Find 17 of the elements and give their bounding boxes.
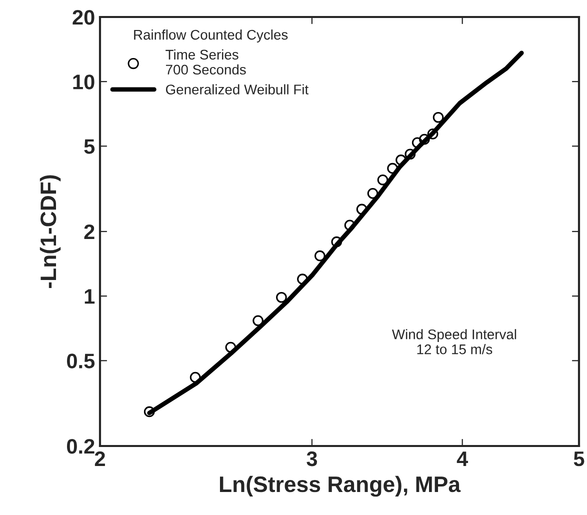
y-axis-title: -Ln(1-CDF) <box>40 175 61 288</box>
x-tick-label: 3 <box>306 451 317 466</box>
y-tick-label: 20 <box>72 10 94 25</box>
x-tick-label: 5 <box>574 452 584 466</box>
annotation: Wind Speed Interval 12 to 15 m/s <box>392 329 516 354</box>
y-tick-label: 0.2 <box>67 439 94 454</box>
legend-label: Time Series 700 Seconds <box>166 49 246 75</box>
legend-label: Generalized Weibull Fit <box>166 84 309 94</box>
y-tick-label: 2 <box>84 224 94 240</box>
y-tick-label: 10 <box>73 74 94 90</box>
y-tick-label: 1 <box>84 289 95 304</box>
y-tick-label: 5 <box>84 139 95 154</box>
legend-title: Rainflow Counted Cycles <box>134 30 288 42</box>
y-tick-label: 0.5 <box>67 354 95 368</box>
x-tick-label: 2 <box>94 451 105 466</box>
x-axis-title: Ln(Stress Range), MPa <box>220 476 461 497</box>
x-tick-label: 4 <box>456 452 468 466</box>
